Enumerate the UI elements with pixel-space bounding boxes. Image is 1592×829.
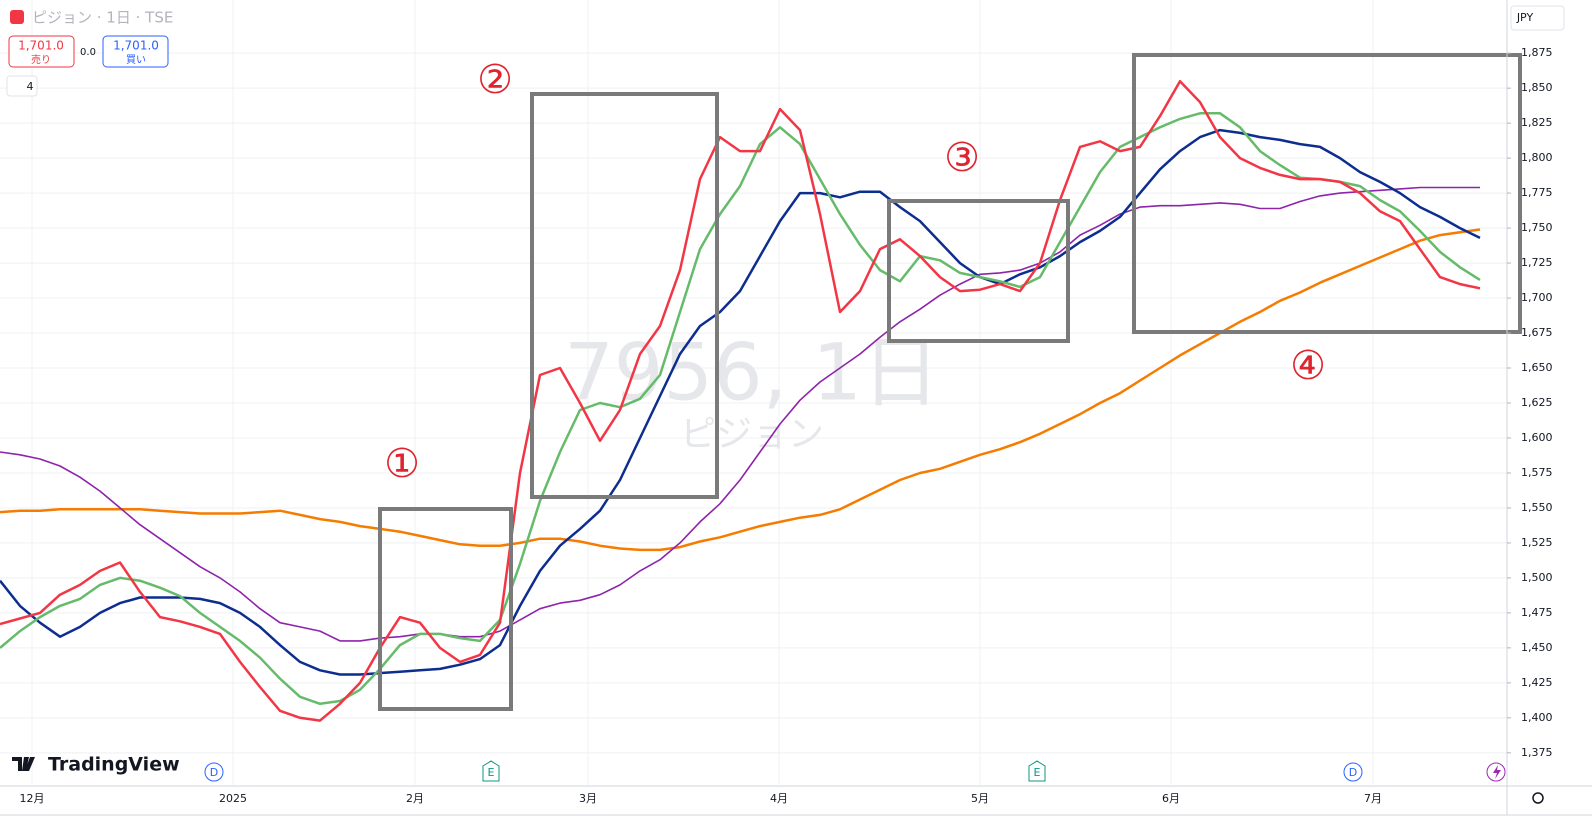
- sell-price: 1,701.0: [18, 39, 64, 53]
- alert-icon: [1493, 765, 1501, 779]
- event-marker: [1343, 762, 1363, 782]
- watermark-name: ピジョン: [680, 414, 824, 455]
- currency-button[interactable]: [1510, 5, 1565, 31]
- sell-button[interactable]: [8, 35, 75, 68]
- series-line: [0, 186, 1480, 642]
- x-tick-label: 12月: [20, 792, 45, 805]
- series-line: [0, 79, 1481, 722]
- buy-price: 1,701.0: [113, 39, 159, 53]
- series-line: [0, 228, 1481, 552]
- settings-icon[interactable]: [1532, 792, 1544, 804]
- indicators-count: 4: [27, 80, 34, 93]
- sell-label: 売り: [31, 53, 51, 66]
- annotation: ③: [944, 135, 980, 181]
- y-tick-label: 1,575: [1521, 466, 1553, 479]
- grid: [0, 0, 1507, 785]
- x-tick-label: 6月: [1162, 792, 1180, 805]
- currency: JPY: [1516, 11, 1534, 24]
- y-tick-label: 1,450: [1521, 641, 1553, 654]
- series-line: [0, 128, 1481, 676]
- annotation: ④: [1290, 343, 1326, 389]
- event-label: D: [1349, 766, 1357, 779]
- y-tick-label: 1,850: [1521, 81, 1553, 94]
- y-tick-label: 1,750: [1521, 221, 1553, 234]
- symbol-title: ピジョン · 1日 · TSE: [32, 9, 173, 27]
- x-tick-label: 2月: [406, 792, 424, 805]
- x-tick-label: 4月: [770, 792, 788, 805]
- y-tick-label: 1,700: [1521, 291, 1553, 304]
- symbol-icon: [10, 10, 24, 24]
- y-tick-label: 1,875: [1521, 46, 1553, 59]
- y-tick-label: 1,475: [1521, 606, 1553, 619]
- annotations: ① ② ③ ④: [384, 57, 1326, 487]
- y-tick-label: 1,525: [1521, 536, 1553, 549]
- alert-icon[interactable]: [1486, 762, 1506, 782]
- box: [378, 507, 513, 711]
- logo-icon: [12, 757, 35, 771]
- y-axis: 1,375 1,400 1,425 1,450 1,475 1,500 1,525 1,550…: [1507, 46, 1553, 759]
- annotation: ①: [384, 441, 420, 487]
- y-tick-label: 1,775: [1521, 186, 1553, 199]
- box: [1132, 53, 1522, 334]
- y-tick-label: 1,550: [1521, 501, 1553, 514]
- box: [887, 199, 1070, 343]
- y-tick-label: 1,500: [1521, 571, 1553, 584]
- event-label: E: [1034, 766, 1041, 779]
- x-axis: 12月 2025 2月 3月 4月 5月 6月 7月: [20, 792, 1383, 805]
- y-tick-label: 1,625: [1521, 396, 1553, 409]
- spread: 0.0: [80, 47, 96, 58]
- y-tick-label: 1,650: [1521, 361, 1553, 374]
- x-tick-label: 7月: [1364, 792, 1382, 805]
- series-line: [0, 112, 1481, 706]
- buy-button[interactable]: [102, 35, 169, 68]
- event-marker: [204, 762, 224, 782]
- event-marker: [482, 760, 500, 782]
- event-marker: [1028, 760, 1046, 782]
- y-tick-label: 1,400: [1521, 711, 1553, 724]
- y-tick-label: 1,825: [1521, 116, 1553, 129]
- x-tick-label: 3月: [579, 792, 597, 805]
- indicators-toggle[interactable]: [6, 75, 38, 97]
- y-tick-label: 1,725: [1521, 256, 1553, 269]
- series-group: [0, 79, 1481, 722]
- boxes: [378, 53, 1522, 711]
- event-label: D: [210, 766, 218, 779]
- buy-label: 買い: [126, 54, 146, 66]
- annotation: ②: [477, 57, 513, 103]
- y-tick-label: 1,600: [1521, 431, 1553, 444]
- y-tick-label: 1,425: [1521, 676, 1553, 689]
- logo: TradingView: [48, 754, 180, 776]
- y-tick-label: 1,675: [1521, 326, 1553, 339]
- x-tick-label: 5月: [971, 792, 989, 805]
- event-label: E: [488, 766, 495, 779]
- y-tick-label: 1,800: [1521, 151, 1553, 164]
- x-tick-label: 2025: [219, 792, 247, 805]
- box: [530, 92, 719, 499]
- y-tick-label: 1,375: [1521, 746, 1553, 759]
